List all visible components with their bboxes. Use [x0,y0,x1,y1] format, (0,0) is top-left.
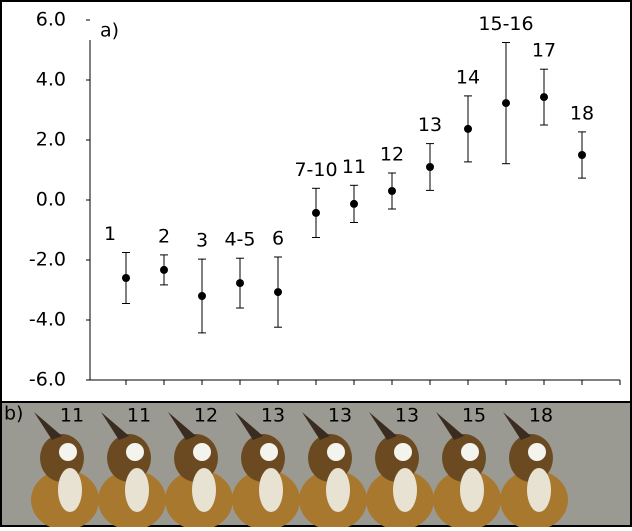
eye-patch [394,443,412,461]
panel-label: a) [100,20,119,42]
eye-patch [193,443,211,461]
y-tick-label: 2.0 [36,129,66,151]
eye-patch [327,443,345,461]
specimen-label: 13 [328,405,352,427]
category-label: 7-10 [294,159,337,181]
bird-throat [527,468,551,512]
category-label: 2 [158,225,170,247]
category-label: 14 [456,66,480,88]
eye-patch [126,443,144,461]
point [464,125,472,133]
point [540,93,548,101]
specimen-label: 13 [261,405,285,427]
eye-patch [260,443,278,461]
eye-patch [59,443,77,461]
category-label: 17 [532,40,556,62]
point [274,288,282,296]
bird-throat [393,468,417,512]
eye-patch [528,443,546,461]
point [198,292,206,300]
bird-throat [58,468,82,512]
bird-throat [192,468,216,512]
point [350,200,358,208]
y-tick-label: -6.0 [29,369,66,391]
bird-throat [125,468,149,512]
category-label: 1 [104,223,116,245]
category-label: 3 [196,230,208,252]
bird-throat [259,468,283,512]
point [122,274,130,282]
y-tick-label: 4.0 [36,69,66,91]
y-tick-label: 0.0 [36,189,66,211]
specimen-label: 11 [127,405,151,427]
point [426,163,434,171]
eye-patch [461,443,479,461]
specimen-label: 13 [395,405,419,427]
bird-throat [460,468,484,512]
point [160,266,168,274]
specimen-label: 15 [462,405,486,427]
point [578,151,586,159]
point [236,279,244,287]
figure: a) b) 6.04.02.00.0-2.0-4.0-6.01234-567-1… [0,0,632,527]
category-label: 18 [570,102,594,124]
point [502,99,510,107]
page: a) b) 6.04.02.00.0-2.0-4.0-6.01234-567-1… [0,0,632,531]
panel-label: b) [4,403,23,425]
y-tick-label: -2.0 [29,249,66,271]
point [312,209,320,217]
y-tick-label: 6.0 [36,9,66,31]
bird-throat [326,468,350,512]
category-label: 13 [418,114,442,136]
specimen-label: 18 [529,405,553,427]
specimen-label: 12 [194,405,218,427]
y-tick-label: -4.0 [29,309,66,331]
point [388,187,396,195]
category-label: 6 [272,228,284,250]
category-label: 4-5 [224,229,255,251]
category-label: 11 [342,156,366,178]
category-label: 15-16 [478,13,533,35]
category-label: 12 [380,144,404,166]
specimen-label: 11 [60,405,84,427]
